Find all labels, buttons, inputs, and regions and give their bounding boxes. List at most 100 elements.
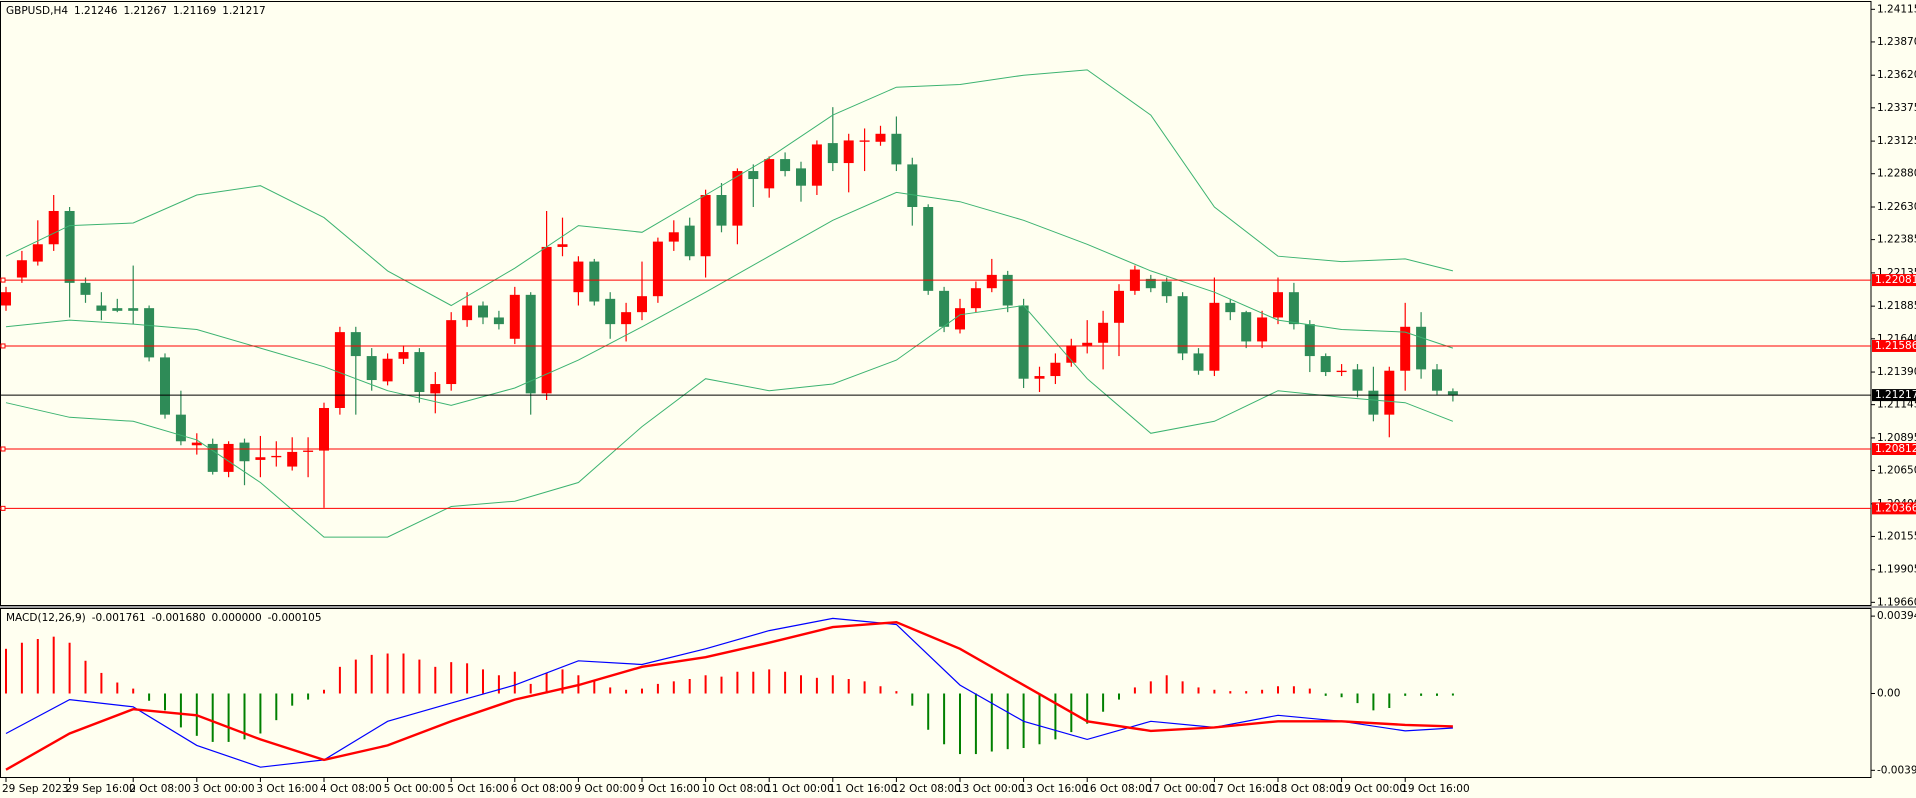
x-tick-label: 6 Oct 08:00 [511,783,573,795]
y-tick-label: 1.22385 [1877,234,1916,246]
y-tick-label: 1.20650 [1877,465,1916,477]
y-tick-label: 1.23870 [1877,36,1916,48]
header-value: 1.21217 [222,5,265,17]
candle-body [128,308,139,311]
x-tick-label: 17 Oct 16:00 [1210,783,1278,795]
candle-body [652,241,663,297]
candle-body [96,305,107,311]
candle-body [1304,324,1315,357]
candle-body [1161,281,1172,297]
candle-body [1288,292,1299,325]
candle-body [255,457,266,460]
y-tick-label: 1.19660 [1877,596,1916,608]
x-tick-label: 18 Oct 08:00 [1274,783,1342,795]
candle-body [112,308,123,311]
y-tick-label: 1.21390 [1877,366,1916,378]
level-marker [0,343,6,349]
level-label: 1.21586 [1875,340,1916,352]
candle-body [1225,302,1236,313]
candle-body [907,164,918,207]
y-tick-label: 1.23125 [1877,135,1916,147]
candle-body [780,159,791,172]
candle-body [207,443,218,472]
x-tick-label: 3 Oct 00:00 [193,783,255,795]
header-value: -0.001761 [92,612,146,624]
candle-body [573,261,584,293]
candle-body [955,308,965,330]
last-price-box [1872,389,1916,402]
level-marker [0,277,6,283]
candle-body [986,274,997,289]
candle-body [493,317,504,325]
candle-body [1416,326,1427,370]
candle-body [589,261,600,302]
candle-body [827,143,838,164]
y-tick-label: 0.003948 [1877,610,1916,622]
x-tick-label: 19 Oct 00:00 [1338,783,1406,795]
y-tick-label: 1.22630 [1877,201,1916,213]
candle-body [1352,369,1363,391]
candle-body [398,352,409,359]
y-tick-label: 1.21145 [1877,399,1916,411]
candle-body [319,407,329,451]
y-tick-label: 1.19905 [1877,564,1916,576]
x-tick-label: 13 Oct 00:00 [956,783,1024,795]
candle-body [1336,370,1347,373]
candle-body [1273,292,1283,318]
candle-body [1193,353,1204,371]
candle-body [350,332,361,357]
candle-body [1320,356,1331,373]
header-value: -0.001680 [152,612,206,624]
candle-body [1018,305,1029,379]
candle-body [716,195,727,226]
y-tick-label: 1.20895 [1877,432,1916,444]
x-tick-label: 3 Oct 16:00 [256,783,318,795]
x-tick-label: 13 Oct 16:00 [1020,783,1088,795]
candle-body [287,451,298,467]
candle-body [334,332,345,408]
candle-body [16,260,27,278]
level-label: 1.20812 [1875,443,1916,455]
x-tick-label: 5 Oct 00:00 [384,783,446,795]
y-tick-label: 0.00 [1877,688,1900,700]
candle-body [32,244,43,262]
candle-body [430,384,441,394]
x-tick-label: 11 Oct 00:00 [765,783,833,795]
x-tick-label: 5 Oct 16:00 [447,783,509,795]
level-label-box [1872,502,1916,515]
candle-body [80,282,91,295]
candle-body [668,232,679,242]
x-tick-label: 19 Oct 16:00 [1401,783,1469,795]
candle-body [1050,362,1061,377]
candle-body [144,308,155,358]
candle-body [1368,390,1379,415]
candle-body [970,288,981,309]
candle-body [637,296,647,313]
candle-body [239,442,250,462]
candle-body [1114,290,1124,323]
candle-body [303,450,314,452]
candle-body [446,320,457,385]
level-label: 1.22081 [1875,274,1916,286]
header-value: -0.000105 [268,612,322,624]
x-tick-label: 11 Oct 16:00 [829,783,897,795]
candle-body [1384,370,1395,415]
candle-body [1177,296,1188,354]
panel-header: GBPUSD,H4 1.21246 1.21267 1.21169 1.21217 [6,5,266,17]
level-label-box [1872,274,1916,287]
header-value: GBPUSD,H4 [6,5,68,17]
candle-body [700,195,711,257]
candle-body [366,356,377,381]
panel-header: MACD(12,26,9) -0.001761 -0.001680 0.000000-… [6,612,322,624]
macd-line [5,620,1453,771]
y-tick-label: 1.24115 [1877,3,1916,15]
bollinger-band [5,191,1454,406]
candle-body [764,159,775,189]
candle-body [175,414,186,442]
header-value: MACD(12,26,9) [6,612,86,624]
level-label-box [1872,442,1916,455]
last-price-label: 1.21217 [1875,389,1916,401]
candle-body [684,225,695,257]
